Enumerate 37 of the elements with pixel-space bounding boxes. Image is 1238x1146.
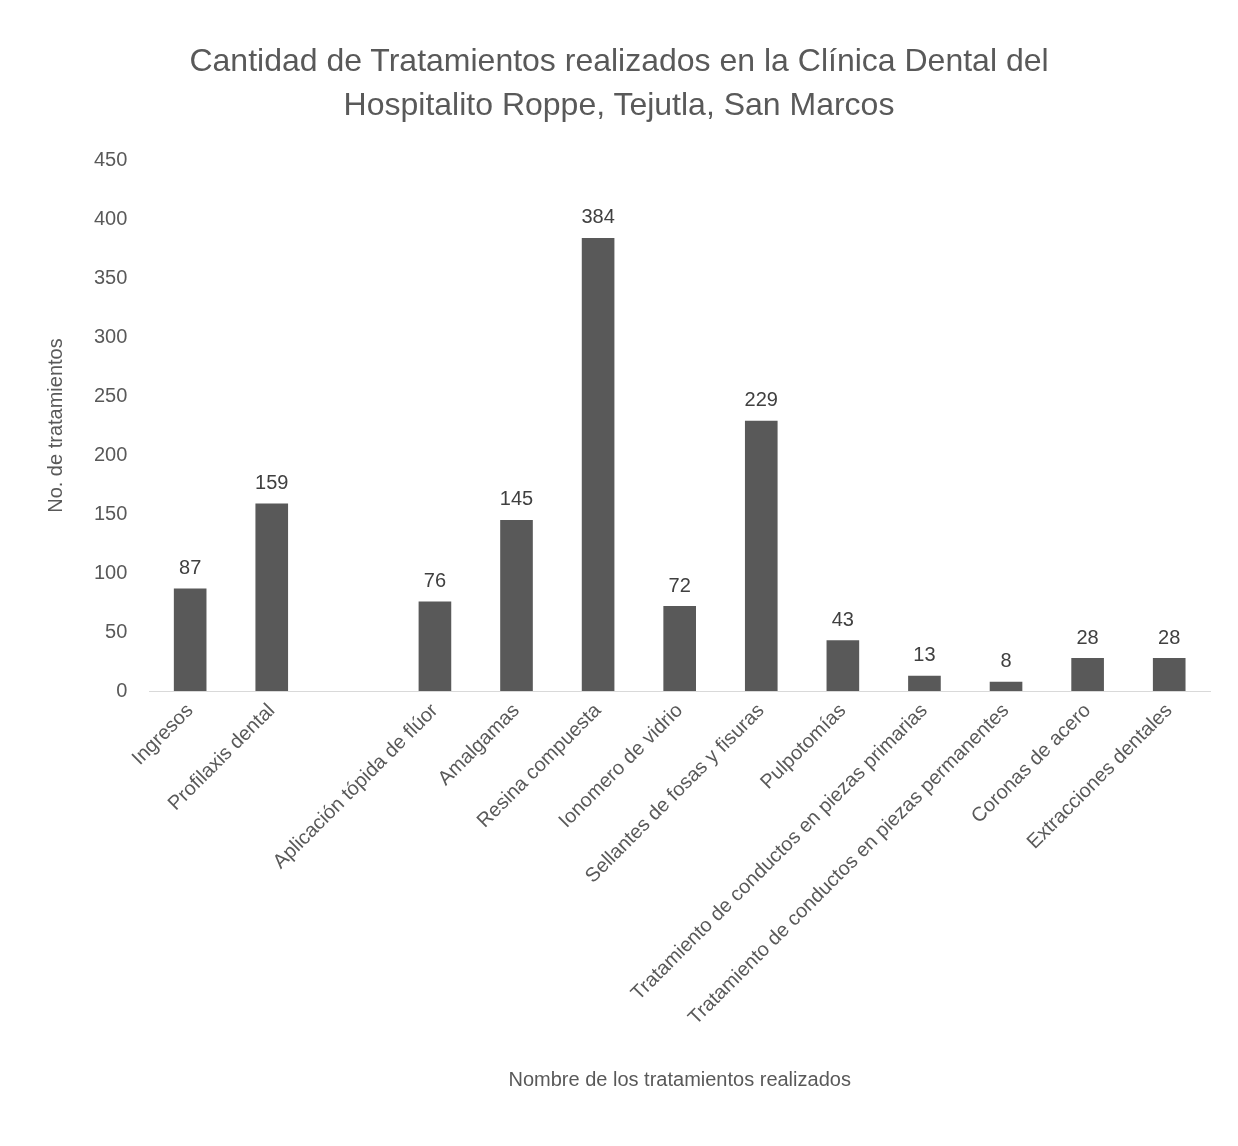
data-label: 384 [581,205,615,228]
data-label: 76 [423,568,447,591]
bar [500,519,533,692]
data-label: 87 [179,555,202,578]
x-axis-title: Nombre de los tratamientos realizados [508,1067,851,1090]
bar [581,237,615,692]
data-label: 43 [831,607,854,630]
data-label: 145 [499,487,534,510]
y-tick-label: 300 [93,324,128,347]
chart-title: Cantidad de Tratamientos realizados en la Clínica Dental del Hospitalito Roppe, Tejutla, San Marcos [189,41,1049,124]
y-tick-label: 350 [93,265,128,288]
bar [255,503,289,692]
y-tick-label: 200 [93,442,128,465]
data-label: 28 [1158,625,1181,648]
y-axis-title: No. de tratamientos [43,338,66,513]
y-tick-label: 400 [93,206,128,229]
bar [418,601,452,692]
data-label: 13 [913,643,936,666]
bar [173,588,207,692]
y-tick-label: 150 [93,501,128,524]
bar [1071,658,1104,692]
data-label: 229 [744,388,778,411]
y-tick-label: 0 [116,678,128,701]
bar [1152,658,1186,692]
y-tick-label: 250 [93,383,128,406]
bar [826,640,860,692]
data-label: 28 [1076,625,1099,648]
y-tick-label: 450 [93,147,128,170]
bar [663,606,696,692]
bar [744,420,778,692]
bar [989,681,1023,692]
data-label: 8 [1000,649,1012,672]
data-label: 72 [668,573,691,596]
y-tick-label: 100 [93,560,128,583]
data-label: 159 [255,470,289,493]
y-tick-label: 50 [105,619,128,642]
bar [908,675,941,692]
